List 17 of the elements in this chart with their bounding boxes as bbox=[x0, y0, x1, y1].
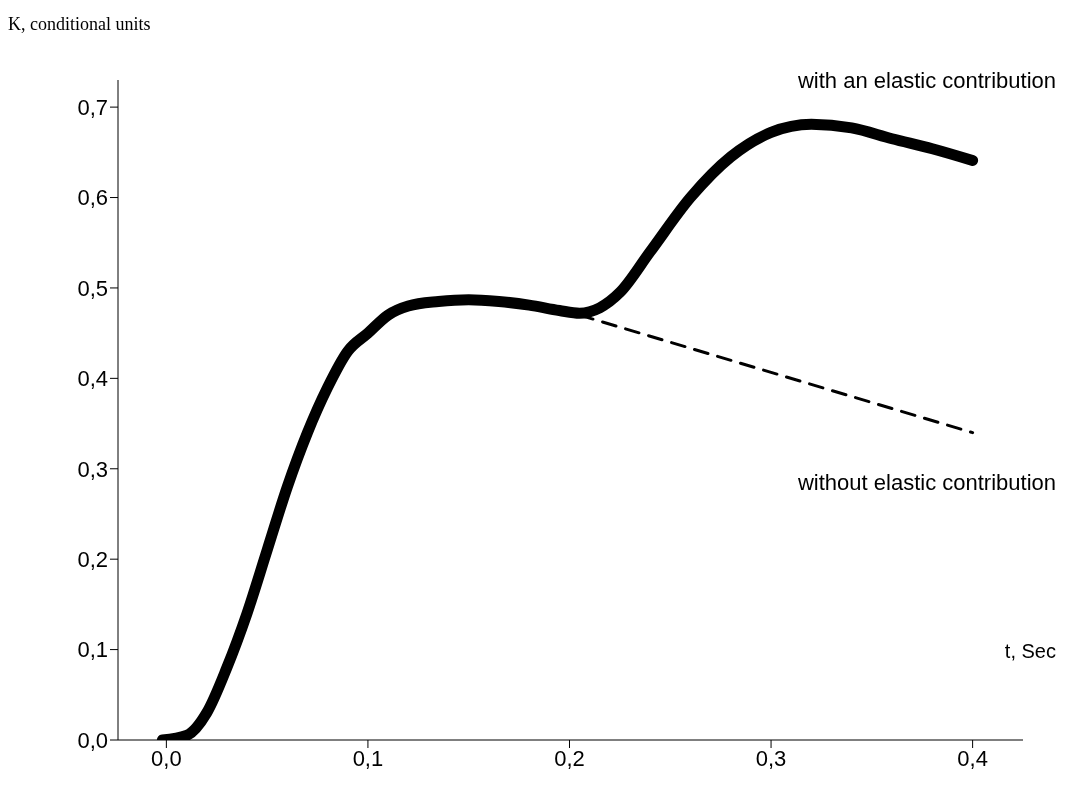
y-tick-label: 0,2 bbox=[77, 546, 108, 572]
x-tick-label: 0,1 bbox=[352, 745, 384, 771]
x-tick-label: 0,3 bbox=[755, 745, 787, 771]
x-axis-title: t, Sec bbox=[1004, 640, 1056, 663]
series-label: with an elastic contribution bbox=[796, 68, 1056, 94]
y-tick-label: 0,5 bbox=[77, 275, 108, 301]
y-tick-label: 0,1 bbox=[77, 637, 108, 663]
y-tick-label: 0,6 bbox=[77, 185, 108, 211]
y-tick-label: 0,7 bbox=[77, 94, 108, 120]
x-tick-label: 0,0 bbox=[151, 745, 182, 771]
y-tick-label: 0,3 bbox=[77, 456, 108, 482]
y-tick-label: 0,0 bbox=[77, 727, 108, 753]
y-tick-label: 0,4 bbox=[77, 366, 108, 392]
text: without elastic contribution bbox=[796, 469, 1056, 495]
y-axis-title: K, conditional units bbox=[8, 14, 151, 35]
x-tick-label: 0,2 bbox=[554, 745, 585, 771]
x-tick-label: 0,4 bbox=[957, 745, 988, 771]
